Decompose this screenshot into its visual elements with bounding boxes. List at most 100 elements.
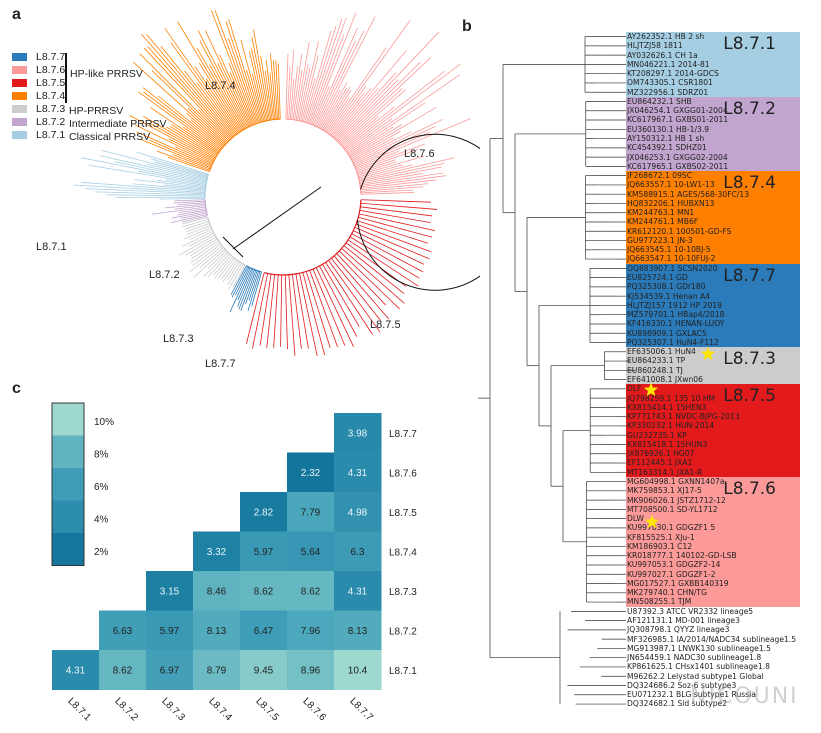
legend-item-label: L8.7.2 [36, 116, 66, 128]
tree-tip-label: DLF [627, 384, 642, 394]
tree-tip-label: KU997030.1 GDGZF1 5 [627, 523, 716, 533]
tree-tip-label: AY262352.1 HB 2 sh [627, 32, 705, 41]
tree-tip-label: KX815418.1 15HUN3 [627, 439, 708, 449]
tree-tip-label: KM244761.1 MB6F [627, 217, 699, 227]
tree-tip-label: MK906026.1 JSTZ1712-12 [627, 495, 726, 505]
heatmap-cell-value: 4.98 [348, 507, 368, 518]
heatmap-cell-value: 5.97 [160, 626, 180, 637]
tree-tip-label: KU898909.1 GXLAC5 [627, 328, 707, 338]
tree-tip-label: JQ798259.1 135 10 HM [627, 393, 716, 403]
tree-tip-label: KR612120.1 100501-GD-FS [627, 226, 732, 236]
clade-box-L876: L8.7.6 [626, 476, 800, 607]
heatmap-cell-value: 3.32 [207, 547, 227, 558]
tree-tip-label: JQ663545.1 10-10BJ-5 [627, 245, 711, 255]
legend-item-label: L8.7.5 [36, 77, 66, 89]
colorbar-segment [52, 468, 84, 501]
circ-label-l871: L8.7.1 [36, 241, 67, 253]
colorbar-tick-label: 6% [94, 482, 109, 493]
tree-tip-label: JX046253.1 GXGG02-2004 [627, 152, 728, 162]
clade-box-L877: L8.7.7 [626, 263, 800, 348]
heatmap-cell-value: 8.62 [301, 586, 321, 597]
heatmap-cell [287, 492, 335, 532]
colorbar-tick-label: 2% [94, 547, 109, 558]
tree-tip-label: PQ325308.1 GDr180 [627, 282, 706, 292]
colorbar-segment [52, 403, 84, 436]
tree-tip-label: JQ308798.1 QYYZ lineage3 [627, 625, 730, 635]
heatmap-col-label: L8.7.5 [253, 696, 281, 724]
clade-box-L871: L8.7.1 [626, 32, 800, 97]
heatmap-cell [287, 650, 335, 690]
circ-label-l875: L8.7.5 [370, 319, 401, 331]
heatmap-cell-value: 7.79 [301, 507, 321, 518]
tree-tip-label: KU997053.1 GDGZF2-14 [627, 560, 721, 570]
tree-tip-label: M96262.2 Lelystad subtype1 Global [627, 671, 764, 681]
heatmap-cell [146, 650, 194, 690]
tree-tip-label: JN654459.1 NADC30 sublineage1.8 [627, 653, 762, 663]
heatmap-cell [99, 610, 147, 651]
legend-item-label: L8.7.3 [36, 103, 66, 115]
tree-tip-label: MN046221.1 2014-81 [627, 59, 710, 69]
legend-swatch [12, 105, 27, 113]
heatmap-cell-value: 9.45 [254, 665, 274, 676]
circ-clade-L873 [179, 216, 246, 290]
tree-tip-label: KP771743.1 NVDC-BJPG-2013 [627, 412, 740, 422]
heatmap-cell [334, 492, 382, 532]
heatmap-cell [287, 571, 335, 611]
heatmap-cell [240, 610, 288, 651]
tree-tip-label: AF121131.1 MD-001 lineage3 [627, 616, 740, 625]
legend-group-classical: Classical PRRSV [69, 131, 151, 143]
heatmap-cell [240, 650, 288, 690]
circ-label-l876: L8.7.6 [404, 148, 435, 160]
heatmap-row-label: L8.7.2 [389, 626, 417, 637]
heatmap-cell [334, 571, 382, 611]
tree-tip-label: HLJTZJ58 1811 [627, 41, 683, 51]
tree-tip-label: MG604998.1 GXNN1407a [627, 476, 725, 486]
circ-clade-L871 [73, 149, 209, 200]
heatmap-cell-value: 6.63 [113, 626, 133, 637]
tree-tip-label: OM743305.1 CSR1801 [627, 78, 713, 88]
colorbar-segment [52, 500, 84, 533]
clade-name: L8.7.2 [723, 98, 776, 119]
heatmap-col-label: L8.7.2 [112, 696, 140, 724]
tree-tip-label: JQ663547.1 10-10FUJ-2 [627, 254, 716, 264]
legend-item-L876: L8.7.6 [12, 64, 65, 76]
tree-tip-label: JX876926.1 HG07 [627, 449, 695, 459]
tree-tip-label: KM588915.1 AGES/568-30FC/13 [627, 189, 750, 199]
tree-tip-label: MN508255.1 TJM [627, 597, 692, 607]
legend-swatch [12, 66, 27, 74]
tree-tip-label: GU977223.1 JN-3 [627, 235, 693, 245]
clade-name: L8.7.6 [723, 478, 776, 499]
circular-phylogenetic-tree [73, 10, 480, 357]
heatmap-row-label: L8.7.4 [389, 547, 417, 558]
heatmap-cell-value: 2.32 [301, 468, 321, 479]
heatmap-cell-value: 8.96 [301, 665, 321, 676]
legend-group-hp-like: HP-like PRRSV [70, 68, 143, 80]
heatmap-row-label: L8.7.7 [389, 429, 417, 440]
clade-name: L8.7.3 [723, 349, 776, 370]
heatmap-cell [334, 650, 382, 690]
legend-item-L874: L8.7.4 [12, 90, 65, 102]
legend-item-label: L8.7.1 [36, 129, 66, 141]
heatmap-col-label: L8.7.1 [65, 696, 93, 724]
legend-item-L872: L8.7.2 [12, 116, 65, 128]
tree-tip-label: MG017527.1 GXBB140319 [627, 578, 729, 588]
tree-tip-label: OQ883907.1 SCSN2020 [627, 263, 718, 273]
tree-tip-label: EU825724.1 GD [627, 273, 688, 283]
tree-tip-label: AY032626.1 CH 1a [627, 50, 698, 60]
tree-tip-label: KJ534539.1 Henan A4 [627, 291, 710, 301]
tree-tip-label: KF815525.1 XJu-1 [627, 532, 695, 542]
tree-tip-label: KM244763.1 MN1 [627, 208, 695, 218]
heatmap-cell-value: 4.31 [348, 586, 368, 597]
heatmap-cell-value: 5.97 [254, 547, 274, 558]
heatmap-cell-value: 3.98 [348, 428, 368, 439]
tree-tip-label: DQ324686.2 Soz-6 subtype3 [627, 680, 737, 690]
heatmap-cell [99, 650, 147, 690]
tree-tip-label: KP330232.1 HUN-2014 [627, 421, 715, 431]
heatmap-cell [193, 571, 241, 611]
tree-tip-label: KT208297.1 2014-GDCS [627, 69, 719, 79]
circ-label-l877: L8.7.7 [205, 358, 236, 370]
circ-clade-L874 [129, 10, 281, 172]
heatmap-col-label: L8.7.4 [206, 696, 234, 724]
tree-tip-label: EU360130.1 HB-1/3.9 [627, 124, 710, 134]
tree-tip-label: U87392.3 ATCC VR2332 lineage5 [627, 606, 754, 616]
